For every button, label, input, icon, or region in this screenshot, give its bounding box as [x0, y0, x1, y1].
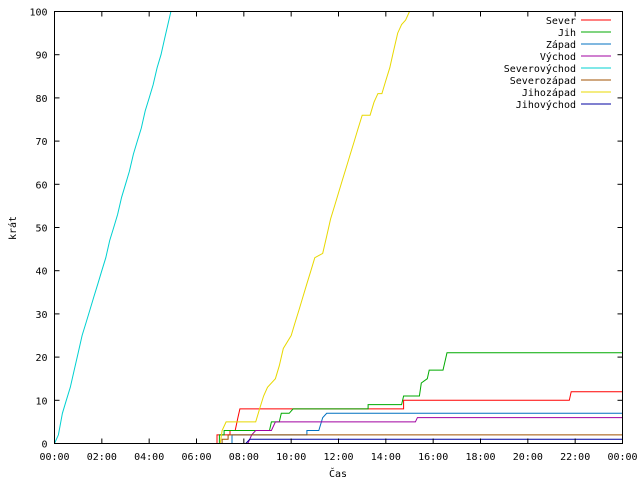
y-tick-label: 0 — [41, 440, 47, 451]
y-axis-label: krát — [7, 216, 19, 240]
series-layer — [54, 11, 623, 444]
legend-label: Jih — [558, 28, 576, 39]
x-tick-label: 22:00 — [560, 452, 590, 463]
legend-label: Jihovýchod — [516, 99, 576, 111]
x-tick-label: 00:00 — [39, 452, 69, 463]
x-tick-label: 20:00 — [513, 452, 543, 463]
x-axis-label: Čas — [329, 467, 347, 480]
y-tick-label: 80 — [35, 94, 47, 105]
series-line-6 — [219, 11, 410, 444]
legend-label: Severovýchod — [504, 63, 576, 75]
ticks-layer: 00:00 02:00 04:00 06:00 08:00 10:00 12:00 14:00… — [29, 8, 637, 464]
y-tick-label: 10 — [35, 396, 47, 407]
x-tick-label: 06:00 — [181, 452, 211, 463]
legend-label: Západ — [546, 39, 576, 51]
legend: SeverJihZápadVýchodSeverovýchodSeverozáp… — [504, 16, 611, 111]
series-line-5 — [221, 434, 623, 444]
x-tick-label: 04:00 — [134, 452, 164, 463]
y-tick-label: 20 — [35, 353, 47, 364]
y-tick-label: 50 — [35, 224, 47, 235]
y-tick-label: 70 — [35, 137, 47, 148]
legend-label: Severozápad — [510, 75, 576, 87]
x-tick-label: 02:00 — [87, 452, 117, 463]
x-tick-label: 00:00 — [607, 452, 637, 463]
series-line-1 — [218, 352, 623, 444]
series-line-3 — [247, 417, 623, 444]
y-tick-label: 100 — [29, 8, 47, 19]
y-tick-label: 30 — [35, 310, 47, 321]
y-tick-label: 60 — [35, 180, 47, 191]
y-tick-label: 40 — [35, 267, 47, 278]
series-line-4 — [54, 11, 172, 444]
x-tick-label: 16:00 — [418, 452, 448, 463]
legend-label: Jihozápad — [522, 87, 576, 99]
x-tick-label: 18:00 — [465, 452, 495, 463]
y-tick-label: 90 — [35, 51, 47, 62]
legend-label: Východ — [540, 51, 576, 63]
x-tick-label: 10:00 — [276, 452, 306, 463]
x-tick-label: 08:00 — [229, 452, 259, 463]
legend-label: Sever — [546, 16, 576, 27]
series-line-7 — [245, 438, 623, 444]
x-tick-label: 14:00 — [371, 452, 401, 463]
x-tick-label: 12:00 — [323, 452, 353, 463]
